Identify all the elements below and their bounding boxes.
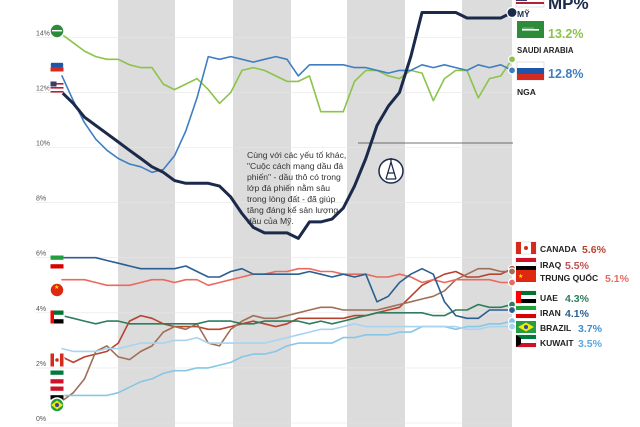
iran-end-point: [507, 305, 517, 315]
annotation-line-2: "Cuộc cách mạng dầu đá: [247, 161, 343, 171]
annotation-line-1: Cùng với các yếu tố khác,: [247, 150, 346, 160]
saudi-flag-icon: [49, 23, 65, 39]
saudi-label: SAUDI ARABIA: [517, 46, 574, 55]
canada-flag-icon: [49, 352, 65, 368]
russia-end-point: [507, 66, 517, 75]
brazil-value: 3.7%: [578, 323, 603, 335]
y-tick-label: 4%: [36, 306, 46, 313]
uae-series-line: [61, 303, 513, 325]
iraq-series-line: [61, 267, 513, 402]
brazil-flag-icon: [49, 397, 65, 413]
us-flag-icon: [49, 80, 65, 96]
kuwait-series-line: [61, 323, 513, 353]
russia-label: NGA: [517, 87, 536, 97]
y-tick-label: 10%: [36, 141, 50, 148]
y-axis: 14% 12% 10% 8% 6% 4% 2% 0%: [36, 30, 512, 424]
us-series-line: [60, 11, 514, 240]
y-tick-label: 12%: [36, 85, 50, 92]
iran-flag-icon: [49, 254, 65, 270]
brazil-label: BRAZIL: [540, 323, 571, 333]
china-series-line: [61, 267, 513, 287]
russia-flag-icon: [516, 61, 545, 81]
china-flag-icon: ★: [516, 270, 536, 282]
right-legend: MP% MỸ ﹏﹏ 13.2% SAUDI ARABIA 12.8% NGA: [515, 0, 630, 350]
oil-drill-icon-glyph: [385, 158, 397, 180]
iraq-label: IRAQ: [540, 260, 562, 270]
kuwait-flag-icon: [49, 369, 65, 385]
us-label: MỸ: [517, 9, 530, 19]
russia-series-line: [61, 55, 513, 174]
y-tick-label: 14%: [36, 30, 50, 37]
canada-label: CANADA: [540, 244, 577, 254]
period-band-1: [118, 0, 175, 427]
iran-series-line: [61, 256, 513, 320]
russia-flag-icon: [49, 57, 65, 73]
saudi-series-line: [61, 33, 513, 113]
y-tick-label: 0%: [36, 416, 46, 423]
saudi-value: 13.2%: [548, 27, 583, 41]
iran-label: IRAN: [540, 308, 561, 318]
annotation-line-6: tăng đáng kể sản lượng: [247, 205, 338, 215]
iraq-flag-icon: [515, 257, 537, 271]
china-label: TRUNG QUỐC: [540, 272, 598, 283]
y-tick-label: 8%: [36, 196, 46, 203]
us-end-point: [506, 6, 518, 19]
y-tick-label: 2%: [36, 361, 46, 368]
us-value-partial: MP%: [548, 0, 589, 13]
canada-value: 5.6%: [582, 244, 607, 256]
brazil-flag-icon: [516, 321, 536, 333]
saudi-flag-icon: ﹏﹏: [517, 21, 544, 38]
annotation-line-5: trong lòng đất - đã giúp: [247, 194, 336, 204]
svg-text:﹏﹏: ﹏﹏: [522, 23, 534, 30]
kuwait-label: KUWAIT: [540, 338, 574, 348]
start-flags: ★: [49, 23, 65, 413]
annotation-line-4: lớp đá phiến nằm sâu: [247, 183, 330, 193]
russia-value: 12.8%: [548, 67, 583, 81]
saudi-end-point: [507, 55, 517, 64]
canada-series-line: [61, 267, 513, 364]
period-band-3: [347, 0, 405, 427]
china-value: 5.1%: [605, 273, 630, 285]
uae-label: UAE: [540, 293, 558, 303]
y-tick-label: 6%: [36, 251, 46, 258]
canada-flag-icon: [515, 241, 537, 255]
iran-value: 4.1%: [565, 308, 590, 320]
annotation-line-7: dầu của Mỹ.: [247, 216, 294, 226]
kuwait-flag-icon: [515, 334, 537, 348]
annotation-line-3: phiến" - dầu thô có trong: [247, 172, 341, 182]
svg-text:★: ★: [54, 284, 59, 291]
us-flag-icon: [515, 0, 545, 8]
kuwait-end-point: [507, 322, 517, 331]
uae-flag-icon: [515, 290, 537, 304]
svg-text:★: ★: [518, 273, 523, 280]
series-lines: [60, 6, 518, 402]
period-band-4: [462, 0, 512, 427]
china-end-point: [507, 278, 517, 287]
kuwait-value: 3.5%: [578, 338, 603, 350]
iran-flag-icon: [515, 305, 537, 319]
uae-value: 4.3%: [565, 293, 590, 305]
iraq-value: 5.5%: [565, 260, 590, 272]
shale-annotation: Cùng với các yếu tố khác, "Cuộc cách mạn…: [247, 142, 513, 226]
china-flag-icon: ★: [49, 282, 65, 298]
iraq-end-point: [507, 267, 517, 276]
uae-flag-icon: [49, 309, 65, 325]
